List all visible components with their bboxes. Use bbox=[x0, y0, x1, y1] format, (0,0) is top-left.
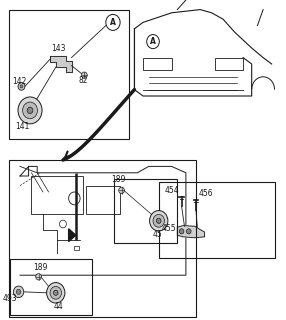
Circle shape bbox=[150, 211, 168, 231]
Text: 143: 143 bbox=[51, 44, 66, 53]
Circle shape bbox=[20, 85, 23, 88]
Text: 455: 455 bbox=[162, 224, 176, 233]
Circle shape bbox=[53, 290, 58, 295]
Polygon shape bbox=[177, 226, 204, 238]
Bar bbox=[9, 160, 196, 317]
Circle shape bbox=[50, 286, 61, 299]
Circle shape bbox=[156, 218, 161, 223]
Text: 456: 456 bbox=[198, 189, 213, 198]
Text: 141: 141 bbox=[16, 122, 30, 131]
Circle shape bbox=[13, 286, 24, 298]
Circle shape bbox=[27, 107, 33, 114]
Circle shape bbox=[36, 274, 41, 280]
Circle shape bbox=[47, 283, 65, 303]
Bar bbox=[9, 10, 129, 139]
Circle shape bbox=[16, 289, 21, 294]
Circle shape bbox=[119, 187, 124, 194]
Bar bbox=[159, 182, 275, 258]
Bar bbox=[74, 246, 79, 250]
Circle shape bbox=[18, 97, 42, 124]
Bar bbox=[86, 186, 120, 214]
Bar bbox=[143, 58, 172, 70]
Circle shape bbox=[147, 35, 159, 49]
Text: A: A bbox=[150, 37, 156, 46]
Circle shape bbox=[106, 14, 120, 30]
Text: 82: 82 bbox=[78, 76, 88, 85]
Polygon shape bbox=[69, 229, 76, 242]
Bar bbox=[31, 176, 83, 214]
Polygon shape bbox=[50, 56, 72, 72]
Text: 189: 189 bbox=[112, 175, 126, 184]
Circle shape bbox=[186, 229, 191, 234]
Circle shape bbox=[18, 83, 25, 90]
Circle shape bbox=[153, 214, 164, 227]
Text: A: A bbox=[110, 18, 116, 27]
Text: 454: 454 bbox=[164, 186, 179, 195]
Text: 45: 45 bbox=[152, 230, 162, 239]
Bar bbox=[214, 58, 243, 70]
Text: 493: 493 bbox=[3, 294, 17, 303]
Bar bbox=[114, 179, 177, 243]
Text: 44: 44 bbox=[54, 302, 63, 311]
Text: 142: 142 bbox=[12, 77, 26, 86]
Circle shape bbox=[82, 72, 87, 78]
Bar bbox=[10, 259, 92, 315]
Circle shape bbox=[179, 229, 184, 234]
Circle shape bbox=[23, 102, 37, 119]
Text: 189: 189 bbox=[33, 263, 47, 272]
